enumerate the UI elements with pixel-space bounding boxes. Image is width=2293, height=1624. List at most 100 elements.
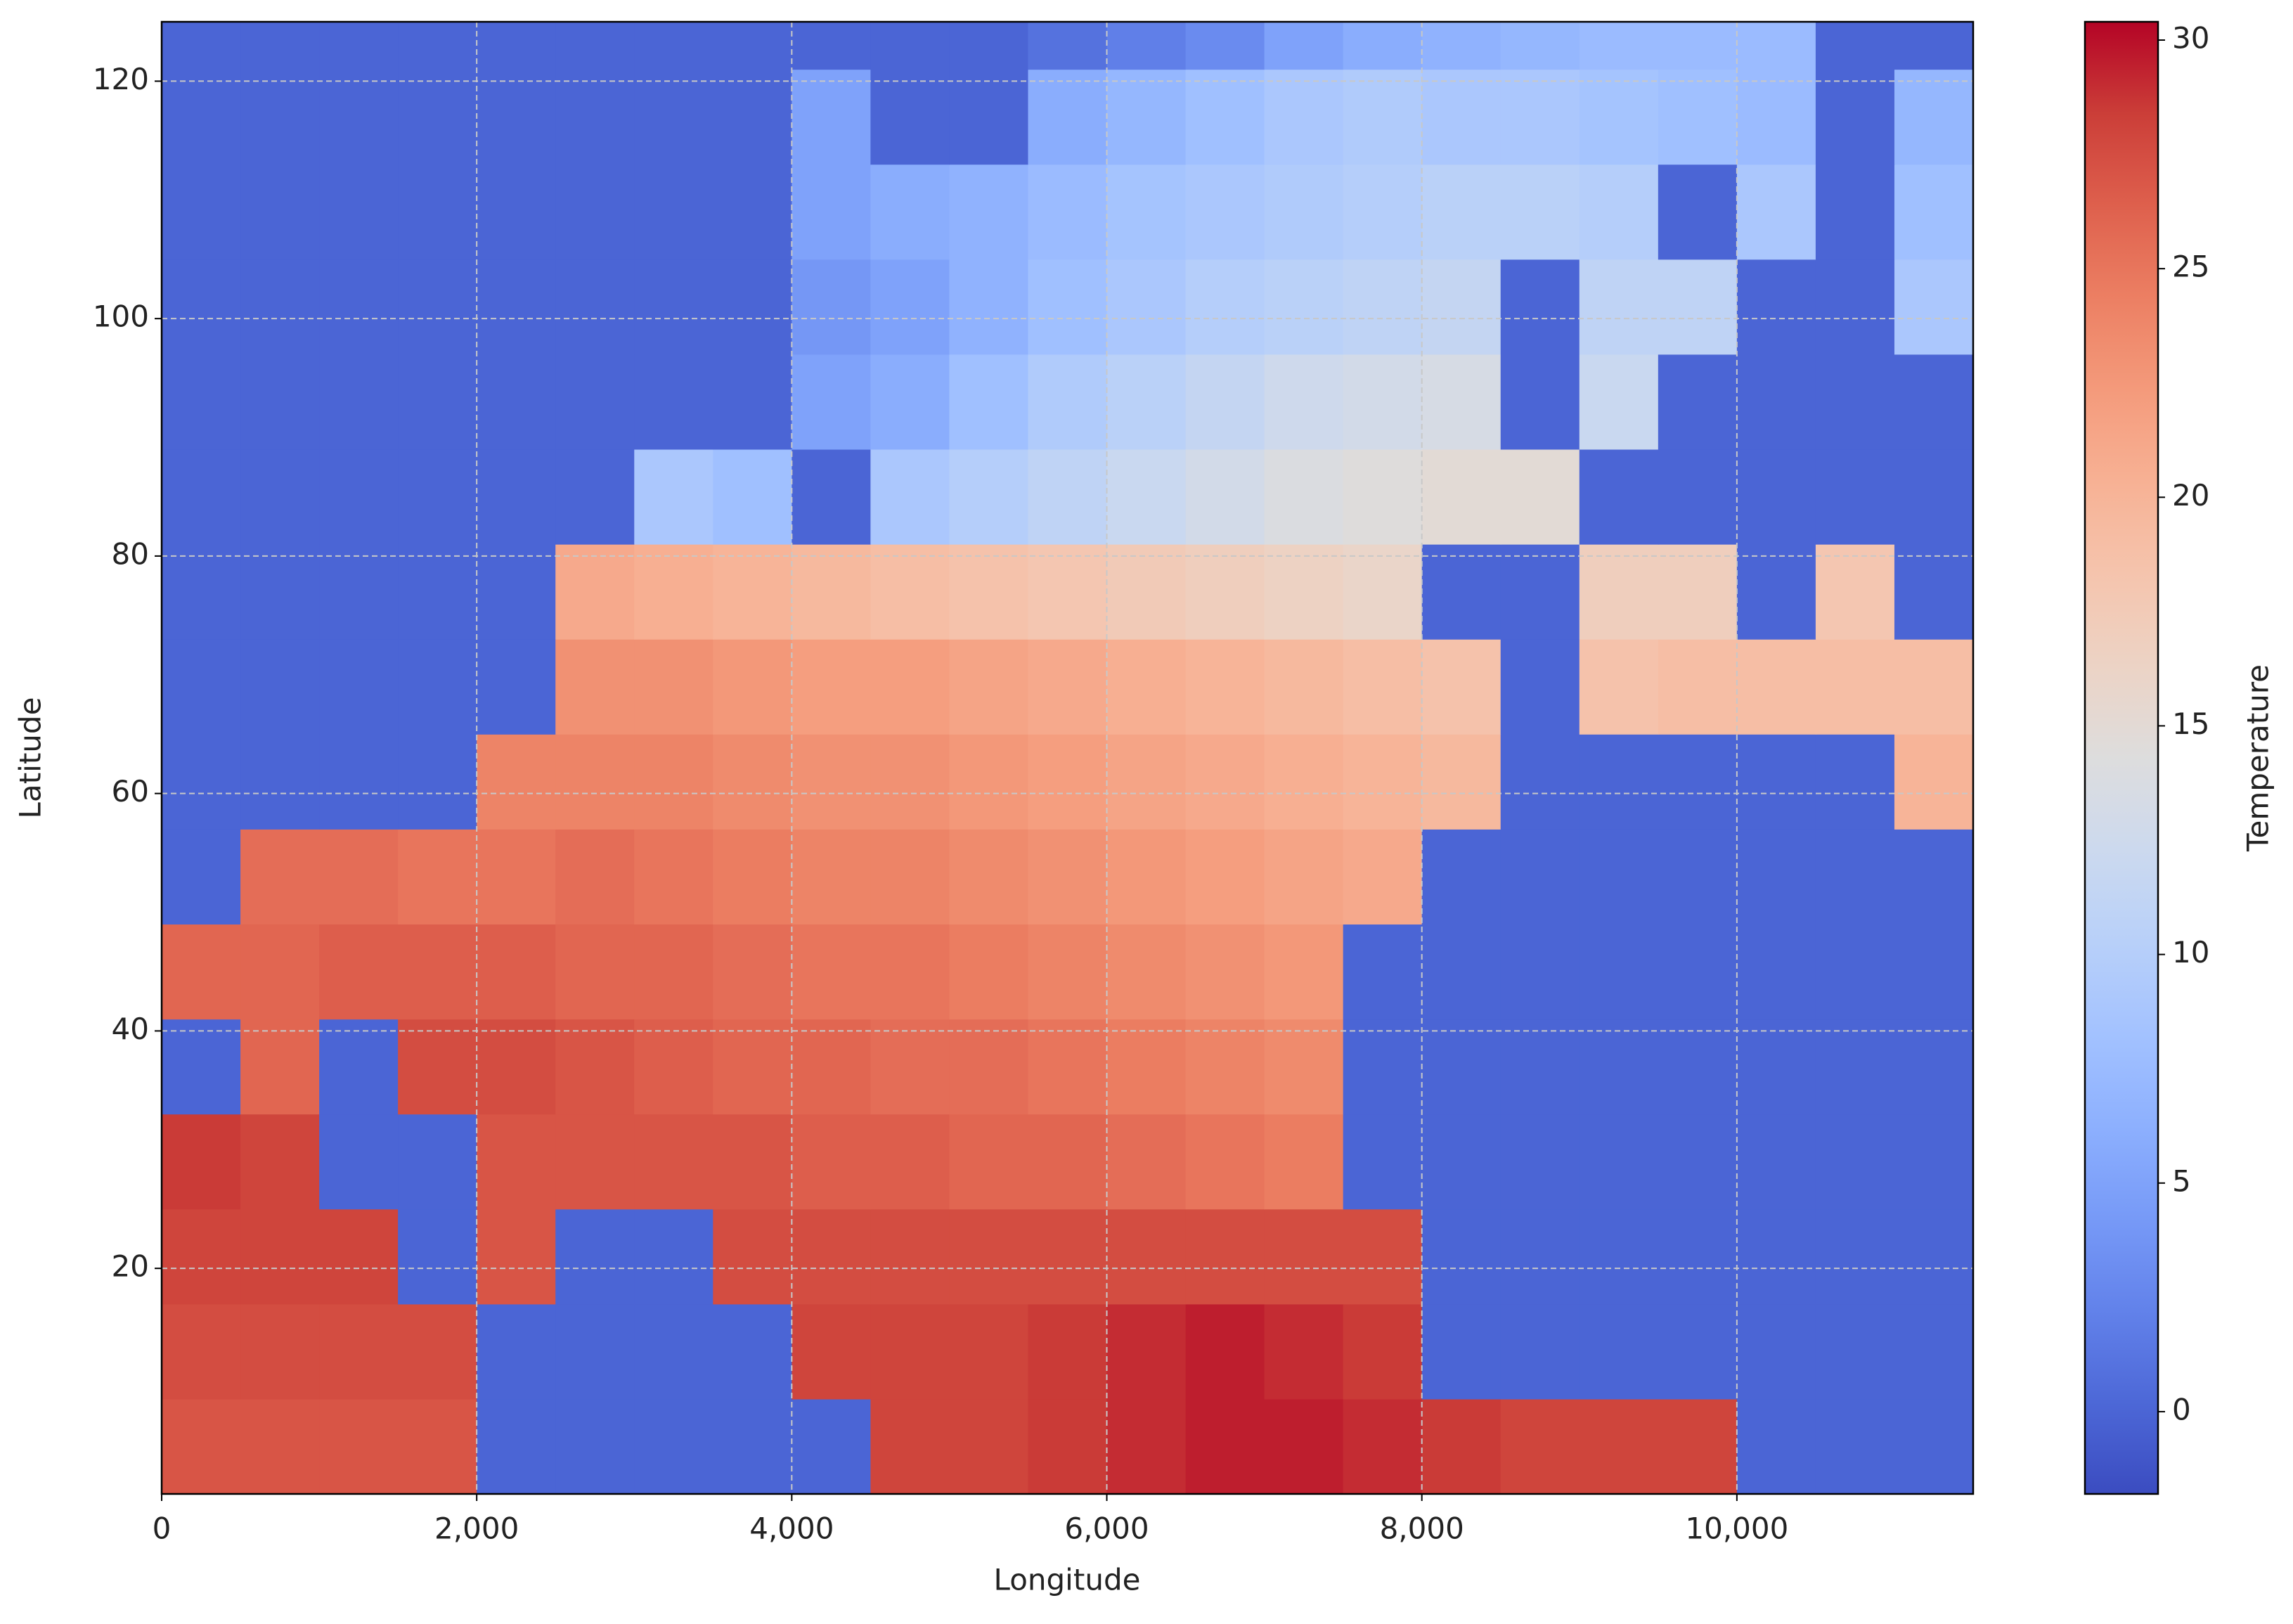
heatmap-cell bbox=[1736, 829, 1816, 925]
heatmap-cell bbox=[477, 639, 556, 735]
heatmap-cell bbox=[1894, 1114, 1974, 1210]
heatmap-cell bbox=[240, 639, 320, 735]
heatmap-cell bbox=[1264, 1114, 1344, 1210]
heatmap-cell bbox=[1264, 22, 1344, 70]
heatmap-cell bbox=[162, 734, 241, 830]
heatmap-cell bbox=[1579, 1019, 1659, 1115]
heatmap-cell bbox=[319, 924, 399, 1020]
heatmap-cell bbox=[634, 164, 713, 260]
heatmap-cell bbox=[1421, 734, 1501, 830]
heatmap-cell bbox=[792, 449, 871, 545]
heatmap-cell bbox=[1736, 544, 1816, 640]
heatmap-cell bbox=[1264, 639, 1344, 735]
heatmap-cell bbox=[1028, 544, 1108, 640]
heatmap-cell bbox=[555, 69, 635, 165]
heatmap-cell bbox=[319, 1019, 399, 1115]
heatmap-cell bbox=[1894, 449, 1974, 545]
heatmap-cell bbox=[1894, 1019, 1974, 1115]
heatmap-cell bbox=[949, 639, 1029, 735]
heatmap-cell bbox=[1815, 544, 1895, 640]
heatmap-cell bbox=[162, 829, 241, 925]
heatmap-cell bbox=[634, 829, 713, 925]
heatmap-cell bbox=[477, 1303, 556, 1400]
heatmap-cell bbox=[1106, 1019, 1187, 1115]
heatmap-cell bbox=[1658, 639, 1738, 735]
heatmap-cell bbox=[870, 22, 950, 70]
heatmap-cell bbox=[1736, 924, 1816, 1020]
heatmap-cell bbox=[1500, 354, 1580, 450]
heatmap-cell bbox=[1500, 544, 1580, 640]
heatmap-cell bbox=[713, 544, 792, 640]
heatmap-cell bbox=[1343, 734, 1423, 830]
heatmap-cell bbox=[792, 1114, 871, 1210]
heatmap-cell bbox=[319, 164, 399, 260]
x-axis-label: Longitude bbox=[994, 1563, 1141, 1597]
heatmap-cell bbox=[870, 1019, 950, 1115]
heatmap-cell bbox=[1815, 1114, 1895, 1210]
x-tick-label: 8,000 bbox=[1380, 1512, 1464, 1546]
heatmap-cell bbox=[477, 69, 556, 165]
heatmap-cell bbox=[477, 924, 556, 1020]
heatmap-cell bbox=[792, 1303, 871, 1400]
heatmap-cell bbox=[1343, 449, 1423, 545]
heatmap-cell bbox=[1028, 259, 1108, 355]
heatmap-cell bbox=[1028, 354, 1108, 450]
heatmap-cell bbox=[240, 1398, 320, 1495]
heatmap-cell bbox=[1579, 1209, 1659, 1305]
y-tick-label: 60 bbox=[112, 774, 149, 808]
heatmap-cell bbox=[1343, 1114, 1423, 1210]
heatmap-cell bbox=[1185, 22, 1265, 70]
colorbar-tick-label: 15 bbox=[2172, 707, 2209, 741]
heatmap-cell bbox=[1579, 22, 1659, 70]
heatmap-cell bbox=[319, 449, 399, 545]
heatmap-cell bbox=[634, 449, 713, 545]
heatmap-cell bbox=[240, 1209, 320, 1305]
heatmap-cell bbox=[1106, 259, 1187, 355]
heatmap-cell bbox=[634, 544, 713, 640]
y-tick-label: 100 bbox=[93, 299, 149, 334]
heatmap-cell bbox=[1579, 1398, 1659, 1495]
heatmap-cell bbox=[1106, 544, 1187, 640]
heatmap-cell bbox=[240, 1303, 320, 1400]
heatmap-cell bbox=[1658, 164, 1738, 260]
heatmap-cell bbox=[240, 164, 320, 260]
heatmap-cell bbox=[792, 544, 871, 640]
heatmap-cell bbox=[162, 1398, 241, 1495]
heatmap-cell bbox=[1264, 449, 1344, 545]
heatmap-cell bbox=[1579, 639, 1659, 735]
heatmap-cell bbox=[1028, 734, 1108, 830]
heatmap-cell bbox=[477, 829, 556, 925]
heatmap-cell bbox=[713, 829, 792, 925]
heatmap-cell bbox=[1028, 639, 1108, 735]
heatmap-cell bbox=[1736, 1398, 1816, 1495]
heatmap-cell bbox=[634, 22, 713, 70]
heatmap-cell bbox=[1579, 69, 1659, 165]
heatmap-cell bbox=[634, 1303, 713, 1400]
heatmap-cell bbox=[1028, 1303, 1108, 1400]
heatmap-cell bbox=[1894, 734, 1974, 830]
heatmap-cell bbox=[477, 354, 556, 450]
heatmap-cell bbox=[240, 734, 320, 830]
heatmap-cell bbox=[555, 259, 635, 355]
heatmap-cell bbox=[1815, 1209, 1895, 1305]
heatmap-cell bbox=[162, 449, 241, 545]
heatmap-cell bbox=[870, 164, 950, 260]
heatmap-cell bbox=[1106, 924, 1187, 1020]
heatmap-cell bbox=[1421, 69, 1501, 165]
heatmap-cell bbox=[949, 164, 1029, 260]
heatmap-cell bbox=[1264, 734, 1344, 830]
y-tick-label: 120 bbox=[93, 62, 149, 96]
heatmap-cell bbox=[1343, 544, 1423, 640]
heatmap-cell bbox=[1736, 259, 1816, 355]
heatmap-cell bbox=[1815, 449, 1895, 545]
heatmap-cell bbox=[398, 544, 477, 640]
heatmap-cell bbox=[1028, 1019, 1108, 1115]
heatmap-cell bbox=[398, 354, 477, 450]
heatmap-cell bbox=[792, 1398, 871, 1495]
heatmap-cell bbox=[634, 734, 713, 830]
heatmap-cell bbox=[555, 164, 635, 260]
heatmap-cell bbox=[555, 829, 635, 925]
heatmap-cell bbox=[949, 1398, 1029, 1495]
heatmap-cell bbox=[1894, 1209, 1974, 1305]
heatmap-cell bbox=[634, 69, 713, 165]
